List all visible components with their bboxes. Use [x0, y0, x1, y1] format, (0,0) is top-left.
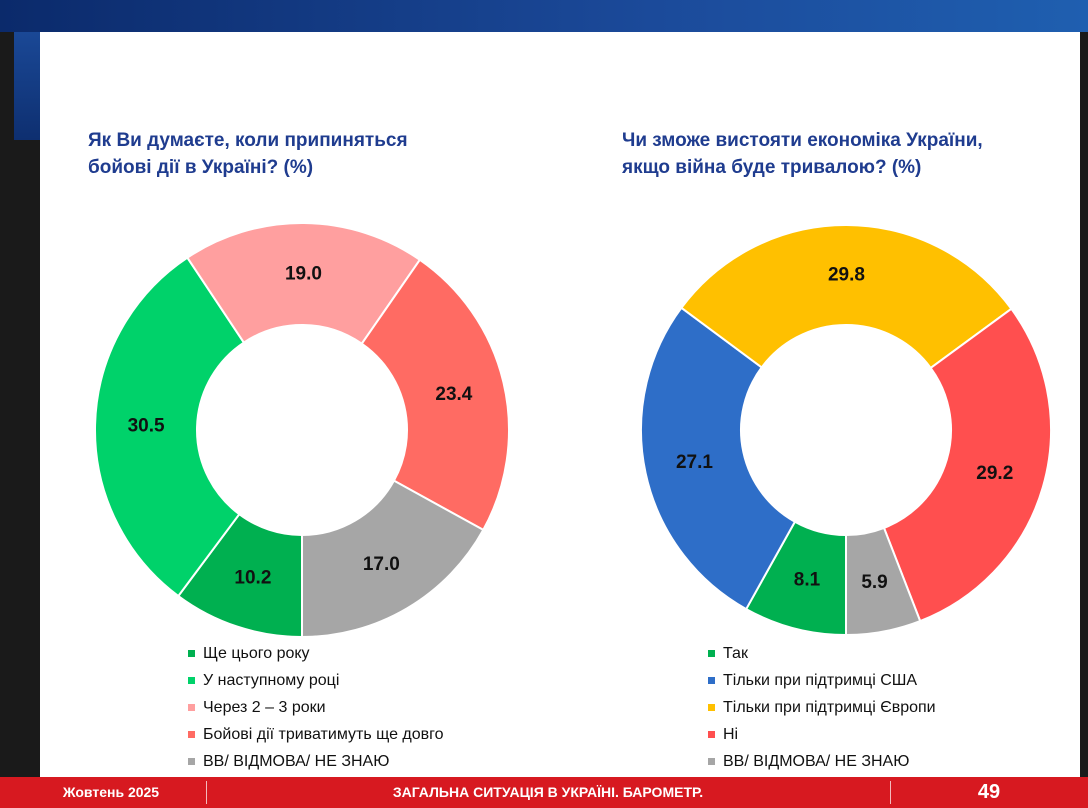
- legend-item: Бойові дії триватимуть ще довго: [188, 721, 444, 748]
- legend-swatch: [188, 677, 195, 684]
- legend-item: Так: [708, 640, 936, 667]
- legend-swatch: [708, 731, 715, 738]
- page-number: 49: [977, 781, 1001, 803]
- legend-item: Ще цього року: [188, 640, 444, 667]
- chart-title-left-line-2: бойові дії в Україні? (%): [88, 157, 314, 178]
- legend-label: Бойові дії триватимуть ще довго: [203, 725, 444, 743]
- data-label: 10.2: [234, 568, 271, 589]
- accent-strip: [14, 32, 40, 140]
- legend-swatch: [708, 677, 715, 684]
- data-label: 17.0: [363, 554, 400, 575]
- donut-slice: [301, 479, 485, 639]
- legend-label: ВВ/ ВІДМОВА/ НЕ ЗНАЮ: [203, 752, 390, 770]
- footer-date: Жовтень 2025: [62, 784, 160, 800]
- footer-caption: ЗАГАЛЬНА СИТУАЦІЯ В УКРАЇНІ. БАРОМЕТР.: [392, 784, 704, 800]
- footer-bar: Жовтень 2025 ЗАГАЛЬНА СИТУАЦІЯ В УКРАЇНІ…: [0, 777, 1088, 808]
- legend-label: Ще цього року: [203, 644, 310, 662]
- legend-right: Так Тільки при підтримці США Тільки при …: [708, 640, 936, 775]
- chart-title-right: Чи зможе вистояти економіка України, якщ…: [622, 127, 1042, 181]
- slide-canvas: [40, 32, 1080, 777]
- legend-label: Через 2 – 3 роки: [203, 698, 326, 716]
- footer-divider: [890, 781, 891, 804]
- donut-slice: [640, 306, 797, 611]
- data-label: 30.5: [128, 415, 165, 436]
- legend-item: Ні: [708, 721, 936, 748]
- legend-item: ВВ/ ВІДМОВА/ НЕ ЗНАЮ: [708, 748, 936, 775]
- data-label: 5.9: [861, 572, 887, 593]
- legend-label: ВВ/ ВІДМОВА/ НЕ ЗНАЮ: [723, 752, 910, 770]
- legend-item: У наступному році: [188, 667, 444, 694]
- legend-item: Через 2 – 3 роки: [188, 694, 444, 721]
- chart-title-left: Як Ви думаєте, коли припиняться бойові д…: [88, 127, 508, 181]
- data-label: 29.8: [828, 265, 865, 286]
- donut-slice: [185, 222, 422, 346]
- legend-label: Тільки при підтримці Європи: [723, 698, 936, 716]
- legend-left: Ще цього року У наступному році Через 2 …: [188, 640, 444, 775]
- legend-swatch: [708, 704, 715, 711]
- top-banner: [0, 0, 1088, 32]
- data-label: 8.1: [794, 570, 821, 591]
- legend-swatch: [708, 650, 715, 657]
- legend-label: Так: [723, 644, 748, 662]
- legend-swatch: [188, 650, 195, 657]
- chart-title-left-line-1: Як Ви думаєте, коли припиняться: [88, 130, 408, 151]
- legend-label: Ні: [723, 725, 739, 743]
- donut-slice: [882, 307, 1053, 623]
- legend-label: Тільки при підтримці США: [723, 671, 918, 689]
- data-label: 19.0: [285, 264, 322, 285]
- chart-title-right-line-2: якщо війна буде тривалою? (%): [622, 157, 922, 178]
- data-label: 27.1: [676, 452, 713, 473]
- data-label: 23.4: [435, 384, 472, 405]
- legend-item: Тільки при підтримці США: [708, 667, 936, 694]
- legend-swatch: [188, 704, 195, 711]
- donut-slice: [94, 256, 246, 598]
- donut-slice: [680, 224, 1013, 370]
- legend-swatch: [188, 731, 195, 738]
- footer-divider: [206, 781, 207, 804]
- donut-slice: [845, 526, 922, 637]
- chart-title-right-line-1: Чи зможе вистояти економіка України,: [622, 130, 983, 151]
- data-label: 29.2: [976, 463, 1013, 484]
- legend-item: ВВ/ ВІДМОВА/ НЕ ЗНАЮ: [188, 748, 444, 775]
- legend-swatch: [188, 758, 195, 765]
- legend-swatch: [708, 758, 715, 765]
- legend-item: Тільки при підтримці Європи: [708, 694, 936, 721]
- donut-slice: [360, 258, 510, 532]
- legend-label: У наступному році: [203, 671, 340, 689]
